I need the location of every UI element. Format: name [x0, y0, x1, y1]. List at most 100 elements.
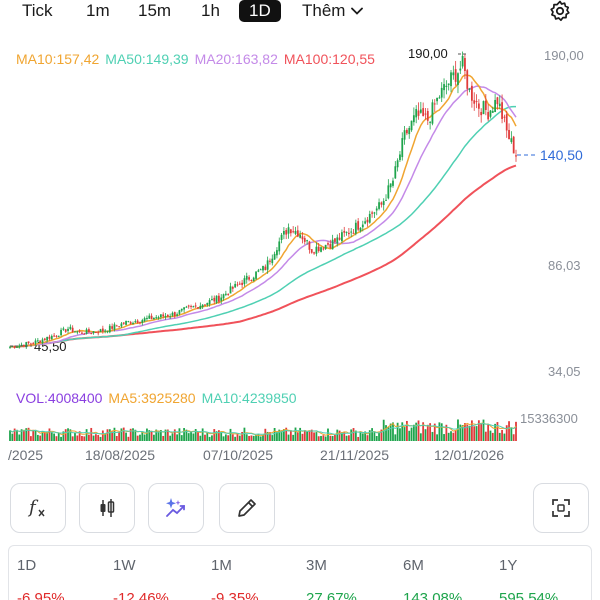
candle-body: [373, 212, 376, 214]
candle-body: [468, 88, 471, 90]
volume-bar: [296, 432, 299, 441]
volume-bar: [450, 431, 452, 441]
candle-body: [185, 306, 188, 308]
volume-bar: [108, 429, 111, 441]
candle-body: [357, 221, 360, 230]
candle-body: [317, 246, 320, 252]
candle-body: [76, 331, 79, 333]
candle-body: [150, 315, 153, 320]
volume-bar: [498, 432, 501, 441]
volume-bar: [115, 435, 118, 441]
function-icon: f: [27, 497, 45, 518]
volume-bar: [150, 430, 153, 441]
tab-1d[interactable]: 1D: [239, 0, 281, 22]
candle-body: [380, 202, 383, 205]
volume-bar: [501, 429, 503, 441]
volume-bar: [364, 431, 367, 441]
volume-bar: [67, 428, 69, 441]
chart-type-button[interactable]: [79, 483, 135, 533]
volume-bar: [336, 429, 339, 441]
candle-body: [371, 212, 373, 214]
volume-bar: [236, 433, 239, 441]
volume-bar: [46, 431, 49, 441]
price-chart[interactable]: [0, 0, 600, 390]
candle-body: [153, 317, 155, 320]
candle-body: [148, 315, 151, 319]
volume-bar: [185, 429, 188, 441]
candle-body: [269, 260, 271, 262]
candle-body: [285, 230, 288, 235]
volume-bar: [18, 434, 21, 441]
volume-bar: [459, 424, 462, 441]
vol-ma10-line: [9, 422, 517, 435]
volume-bar: [329, 435, 332, 441]
pencil-icon: [238, 499, 256, 517]
candle-body: [101, 328, 104, 332]
volume-bar: [282, 429, 285, 441]
candle-body: [62, 328, 65, 330]
volume-bar: [394, 434, 397, 441]
candle-body: [489, 110, 492, 117]
candle-body: [387, 185, 390, 199]
volume-bar: [39, 435, 42, 441]
drawing-tool-button[interactable]: [219, 483, 275, 533]
volume-bar: [204, 434, 206, 441]
volume-bar: [62, 431, 65, 441]
candle-body: [81, 332, 83, 334]
candle-body: [85, 329, 88, 334]
candle-body: [146, 317, 148, 319]
candle-body: [329, 244, 332, 248]
perf-label-1w: 1W: [113, 557, 136, 574]
candle-body: [34, 340, 37, 344]
volume-bar: [399, 428, 401, 441]
candle-body: [331, 239, 334, 250]
volume-bar: [69, 429, 72, 441]
more-timeframes-button[interactable]: Thêm: [302, 0, 364, 22]
volume-bar: [25, 428, 28, 441]
candlestick-icon: [100, 499, 115, 517]
volume-bar: [445, 424, 448, 441]
volume-bar: [208, 436, 211, 441]
volume-bar: [29, 436, 32, 441]
volume-bar: [489, 430, 492, 441]
indicator-function-button[interactable]: f: [10, 483, 66, 533]
fullscreen-button[interactable]: [533, 483, 589, 533]
tab-1h[interactable]: 1h: [201, 1, 220, 20]
candle-body: [484, 100, 487, 110]
volume-bar: [278, 429, 281, 441]
candle-body: [287, 227, 290, 234]
volume-bar: [470, 420, 473, 441]
ma20-legend: MA20:163,82: [194, 51, 278, 67]
candle-body: [347, 232, 350, 235]
candle-body: [9, 346, 11, 348]
volume-bar: [359, 432, 362, 441]
candle-body: [475, 101, 478, 103]
candle-body: [417, 110, 420, 116]
volume-bar: [64, 429, 67, 441]
candle-body: [424, 113, 427, 115]
gear-icon[interactable]: [548, 0, 572, 23]
volume-bar: [357, 436, 360, 441]
candle-body: [217, 295, 220, 302]
volume-bar: [496, 422, 499, 441]
volume-bar: [234, 436, 237, 441]
volume-bar: [354, 430, 357, 441]
ai-analysis-button[interactable]: [148, 483, 204, 533]
volume-bar: [104, 434, 107, 441]
volume-bar: [169, 435, 172, 441]
volume-bar: [11, 433, 14, 441]
tab-15m[interactable]: 15m: [138, 1, 172, 20]
candle-body: [491, 110, 494, 113]
tab-tick[interactable]: Tick: [22, 1, 53, 20]
volume-bar: [199, 435, 202, 441]
candle-body: [310, 249, 313, 253]
volume-bar: [464, 423, 466, 441]
candle-body: [204, 304, 206, 306]
volume-bar: [280, 430, 283, 441]
candle-body: [178, 310, 181, 314]
candle-body: [308, 241, 311, 250]
tab-1m[interactable]: 1m: [86, 1, 110, 20]
volume-chart[interactable]: [0, 405, 600, 445]
candle-body: [106, 331, 109, 333]
volume-bar: [466, 424, 469, 441]
